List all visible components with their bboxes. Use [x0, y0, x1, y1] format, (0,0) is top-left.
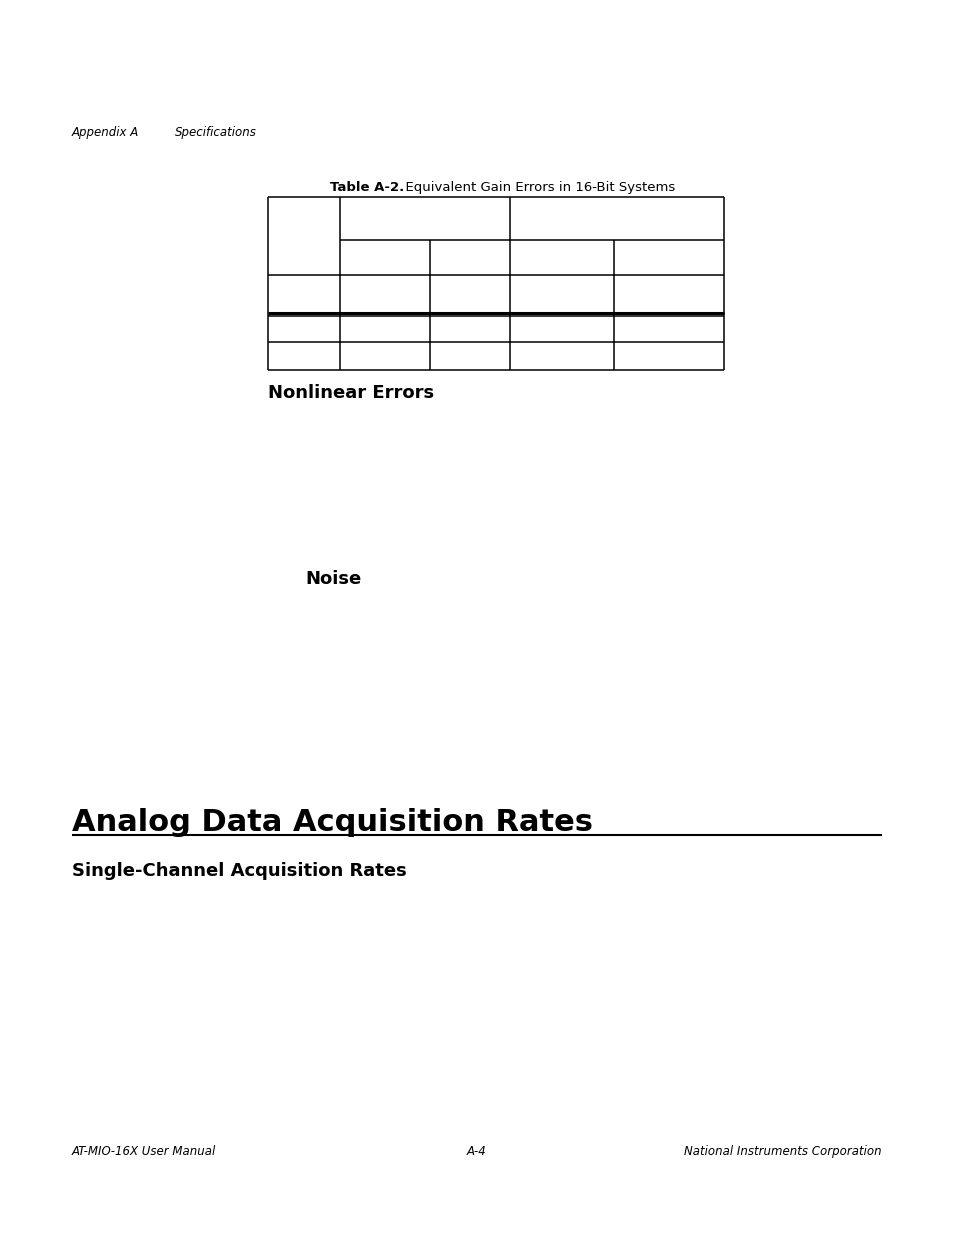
Text: Equivalent Gain Errors in 16-Bit Systems: Equivalent Gain Errors in 16-Bit Systems: [396, 182, 675, 194]
Text: AT-MIO-16X User Manual: AT-MIO-16X User Manual: [71, 1145, 216, 1158]
Text: Single-Channel Acquisition Rates: Single-Channel Acquisition Rates: [71, 862, 406, 881]
Text: Nonlinear Errors: Nonlinear Errors: [268, 384, 434, 403]
Text: National Instruments Corporation: National Instruments Corporation: [683, 1145, 882, 1158]
Text: Appendix A: Appendix A: [71, 126, 139, 140]
Text: Table A-2.: Table A-2.: [330, 182, 404, 194]
Text: Noise: Noise: [305, 571, 361, 588]
Text: Specifications: Specifications: [174, 126, 256, 140]
Text: Analog Data Acquisition Rates: Analog Data Acquisition Rates: [71, 808, 593, 837]
Text: A-4: A-4: [467, 1145, 486, 1158]
